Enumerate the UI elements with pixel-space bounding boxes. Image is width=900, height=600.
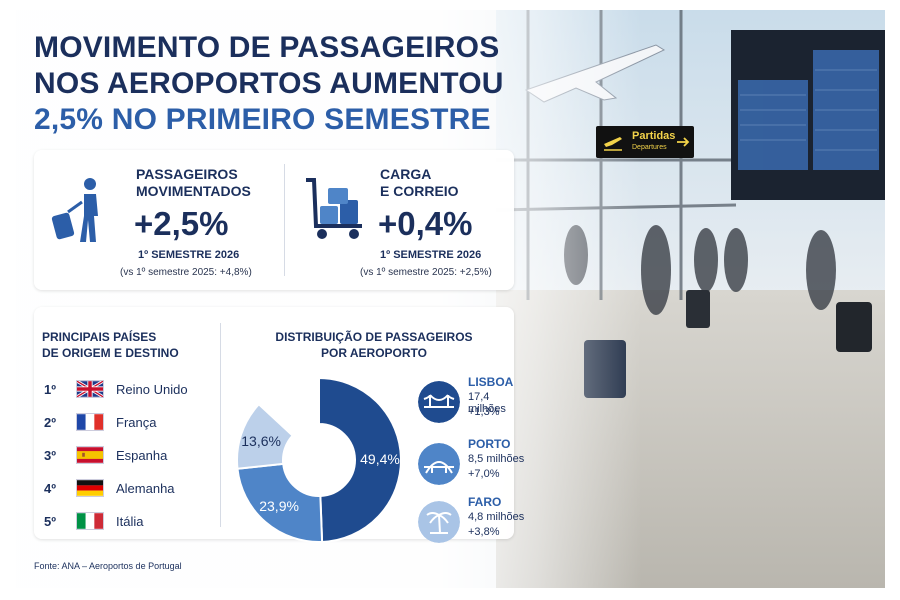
airport-change: +3,8% [468,526,500,538]
bottom-card: PRINCIPAIS PAÍSES DE ORIGEM E DESTINO 1º… [34,307,524,543]
country-name: Alemanha [116,480,175,496]
donut-slice-porto [236,462,324,543]
airport-change: +7,0% [468,468,500,480]
plane-departure-icon [604,137,622,151]
chart-title: DISTRIBUIÇÃO DE PASSAGEIROS POR AEROPORT… [275,330,473,360]
country-name: Itália [116,513,144,529]
kpi-card: PASSAGEIROS MOVIMENTADOS +2,5% 1º SEMEST… [34,150,514,290]
kpi-cargo-label: CARGA E CORREIO [380,166,459,199]
headline: MOVIMENTO DE PASSAGEIROS NOS AEROPORTOS … [34,30,514,138]
countries-title: PRINCIPAIS PAÍSES DE ORIGEM E DESTINO [42,330,179,360]
kpi-divider [284,164,285,276]
palm-tree-icon [418,501,460,543]
airport-name: PORTO [468,437,511,451]
kpi-cargo-period: 1º SEMESTRE 2026 [380,249,482,261]
country-name: Reino Unido [116,381,188,397]
bottom-divider [220,323,221,527]
departures-sign: Partidas Departures [596,126,694,158]
kpi-passengers-period: 1º SEMESTRE 2026 [138,249,240,261]
country-rank: 2º [44,414,56,430]
headline-line-1: MOVIMENTO DE PASSAGEIROS [34,31,500,64]
headline-line-3: 2,5% NO PRIMEIRO SEMESTRE [34,103,491,136]
country-rank: 1º [44,381,56,397]
airport-passengers: 17,4 milhões [468,391,506,415]
donut-label-lisboa: 49,4% [360,451,400,467]
arrow-right-icon [677,137,690,147]
country-name: Espanha [116,447,168,463]
bridge-icon [418,381,460,423]
country-row: 3º Espanha [44,443,214,467]
sign-sub: Departures [632,144,667,151]
country-rank: 5º [44,513,56,529]
luggage-cart-icon [306,178,362,239]
donut-label-porto: 23,9% [259,498,299,514]
airport-passengers: 8,5 milhões [468,453,525,465]
kpi-cargo-value: +0,4% [378,205,473,242]
airport-passengers: 4,8 milhões [468,511,525,523]
country-row: 1º Reino Unido [44,377,214,401]
donut-slice-lisboa [318,376,402,543]
airport-change: +1,3% [468,406,500,418]
france-flag-icon [76,413,104,431]
airport-lisboa: LISBOA 17,4 milhões +1,3% [418,375,528,431]
infographic-frame: Partidas Departures MOVIMENTO DE PASSAGE… [16,10,885,588]
spain-flag-icon [76,446,104,464]
country-rank: 4º [44,480,56,496]
headline-line-2: NOS AEROPORTOS AUMENTOU [34,67,504,100]
country-row: 2º França [44,410,214,434]
country-row: 4º Alemanha [44,476,214,500]
arch-bridge-icon [418,443,460,485]
donut-label-faro: 13,6% [241,433,281,449]
sign-label: Partidas [632,130,676,142]
donut-slice-outros [257,376,320,437]
donut-chart: 49,4% 23,9% 13,6% [236,376,402,543]
italy-flag-icon [76,512,104,530]
kpi-passengers-label: PASSAGEIROS MOVIMENTADOS [136,166,251,199]
germany-flag-icon [76,479,104,497]
country-rank: 3º [44,447,56,463]
traveler-with-suitcase-icon [51,178,98,242]
airport-name: FARO [468,495,502,509]
kpi-cargo-comparison: (vs 1º semestre 2025: +2,5%) [360,267,492,278]
uk-flag-icon [76,380,104,398]
kpi-passengers-comparison: (vs 1º semestre 2025: +4,8%) [120,267,252,278]
airport-name: LISBOA [468,375,514,389]
kpi-passengers-value: +2,5% [134,205,229,242]
source-note: Fonte: ANA – Aeroportos de Portugal [34,561,182,571]
airport-porto: PORTO 8,5 milhões +7,0% [418,437,528,493]
airport-faro: FARO 4,8 milhões +3,8% [418,495,528,551]
country-row: 5º Itália [44,509,214,533]
country-name: França [116,414,157,430]
